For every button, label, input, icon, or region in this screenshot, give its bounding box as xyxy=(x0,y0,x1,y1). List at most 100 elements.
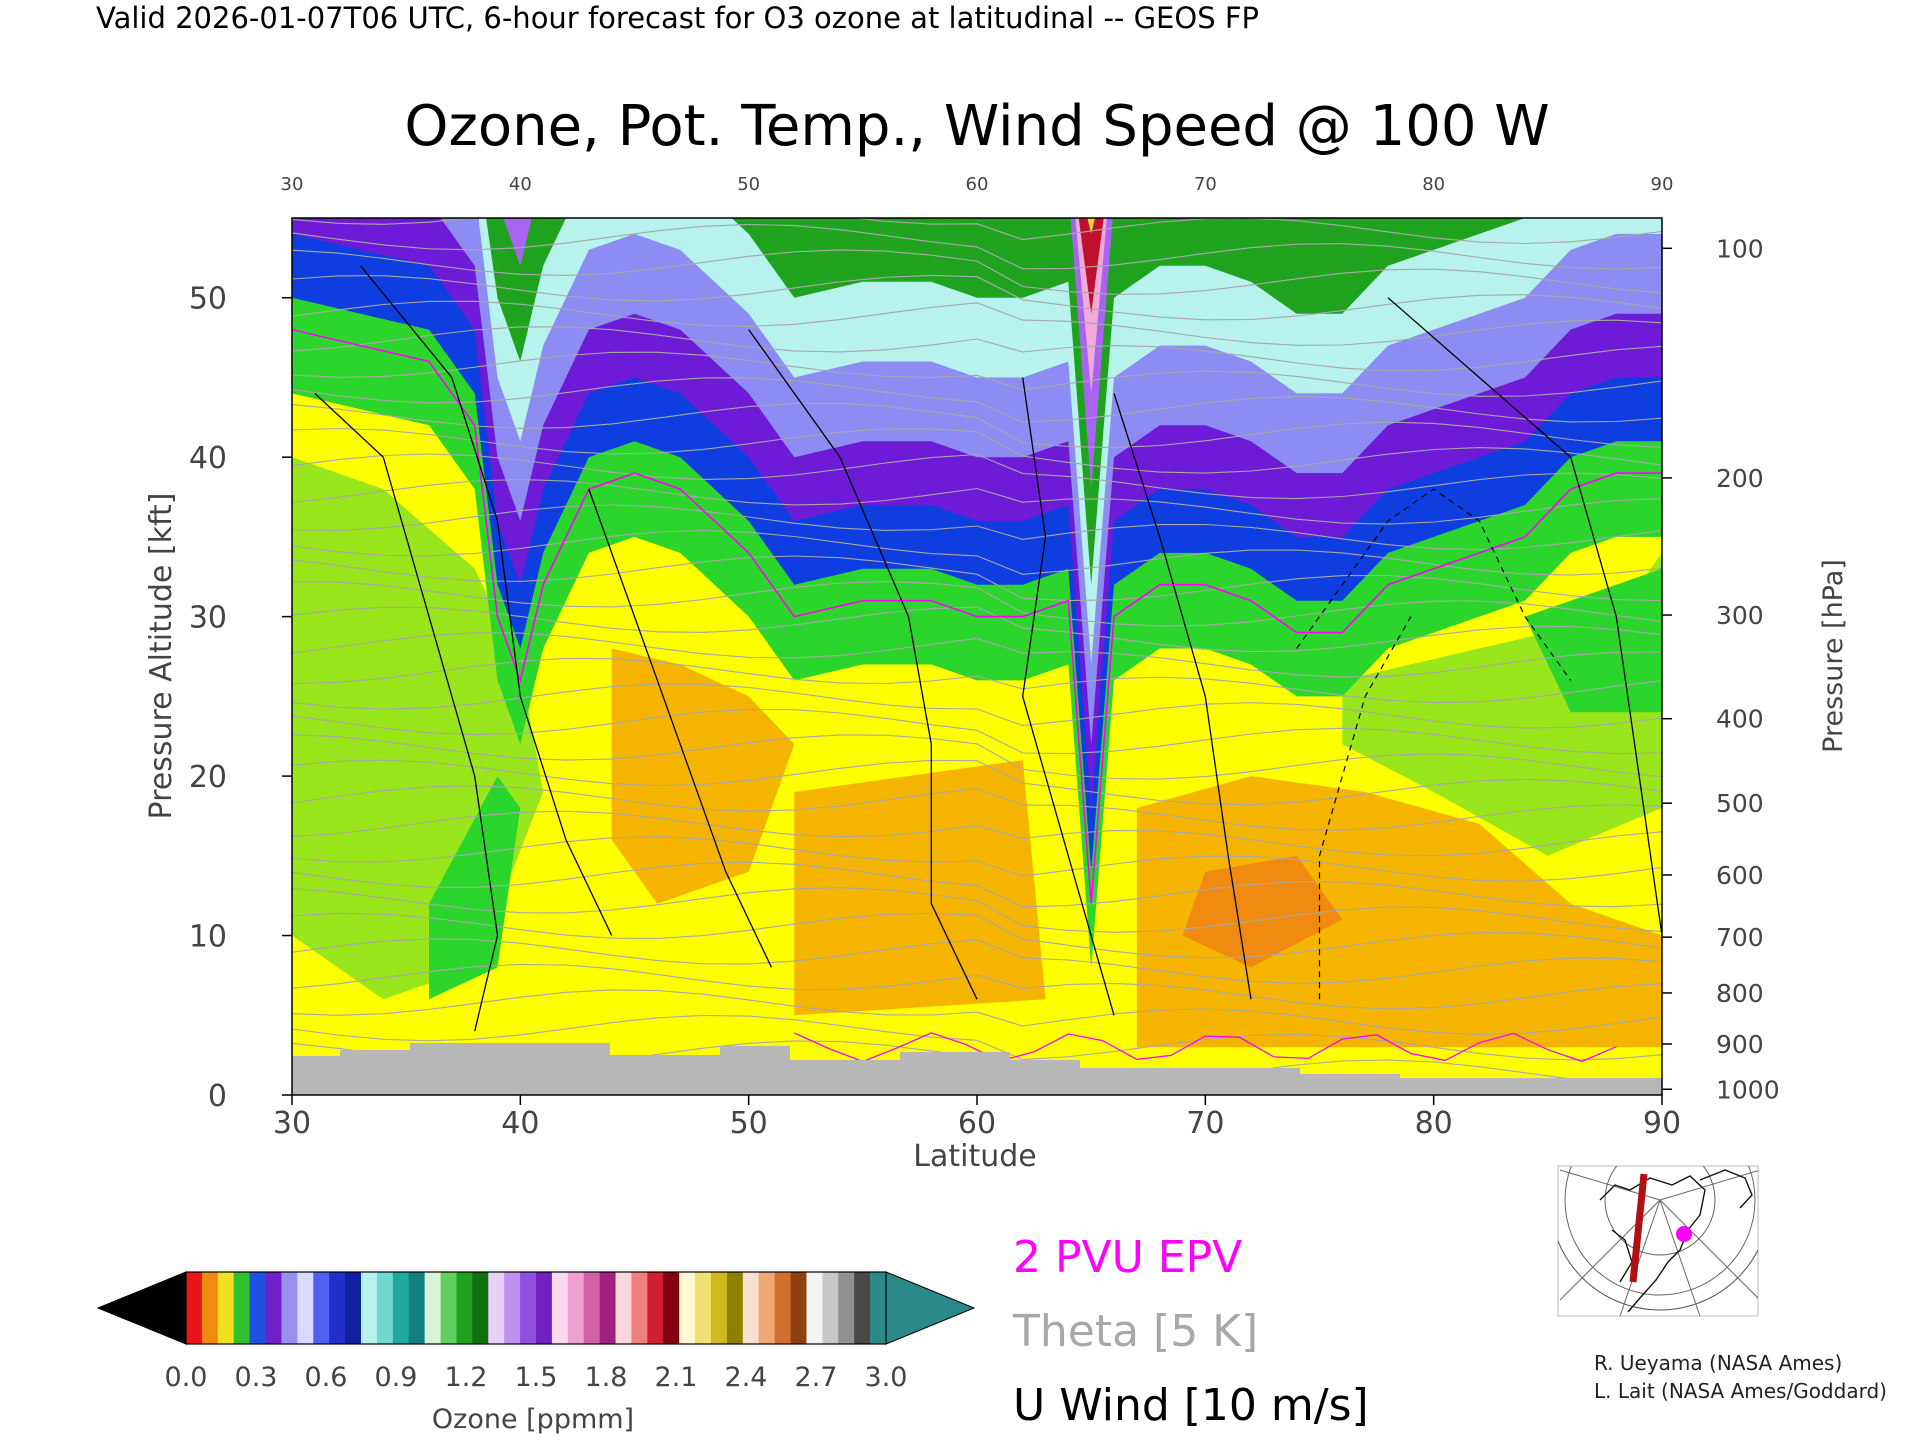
colorbar-swatch-40 xyxy=(822,1272,839,1344)
u-wind-contour-4 xyxy=(1022,377,1115,1016)
colorbar-tick-label-1.2: 1.2 xyxy=(445,1362,488,1393)
ozone-colorbar: 0.0 0.3 0.6 0.9 1.2 1.5 1.8 2.1 2.4 2.7 3.0 xyxy=(96,1271,976,1393)
axes: 30 40 50 60 70 80 9001020304050100200300400500… xyxy=(189,234,1780,1141)
colorbar-label: Ozone [ppmm] xyxy=(432,1404,634,1435)
credit-line-2: L. Lait (NASA Ames/Goddard) xyxy=(1594,1379,1887,1403)
pressure-tick-label-200: 200 xyxy=(1716,464,1764,493)
colorbar-tick-label-0.6: 0.6 xyxy=(305,1362,348,1393)
plot-area xyxy=(291,217,1663,1096)
x-tick-label-40: 40 xyxy=(501,1106,539,1141)
colorbar-swatch-15 xyxy=(424,1272,442,1344)
u-wind-contour-2 xyxy=(588,488,773,968)
locator-map-frame xyxy=(1557,1165,1759,1317)
theta-contour-18 xyxy=(292,606,1662,653)
colorbar-swatch-0 xyxy=(186,1272,203,1344)
pressure-tick-label-700: 700 xyxy=(1716,923,1764,952)
y-tick-label-40: 40 xyxy=(189,441,227,476)
colorbar-swatch-13 xyxy=(392,1272,410,1344)
pressure-axis-label: Pressure [hPa] xyxy=(1818,559,1849,753)
pressure-tick-label-800: 800 xyxy=(1716,979,1764,1008)
colorbar-swatch-3 xyxy=(233,1272,251,1344)
theta-contour-5 xyxy=(292,938,1662,984)
colorbar-swatch-36 xyxy=(758,1272,776,1344)
theta-contour-19 xyxy=(292,581,1662,627)
top-tick-label-80: 80 xyxy=(1422,174,1445,195)
colorbar-swatch-4 xyxy=(249,1272,267,1344)
pressure-tick-label-400: 400 xyxy=(1716,705,1764,734)
x-tick-label-30: 30 xyxy=(273,1106,311,1141)
u-wind-negative-contour-0 xyxy=(1296,488,1572,681)
colorbar-tick-label-3.0: 3.0 xyxy=(865,1362,908,1393)
top-latitude-tick-labels: 30 40 50 60 70 80 90 xyxy=(281,174,1674,195)
top-tick-label-50: 50 xyxy=(737,174,760,195)
theta-contour-11 xyxy=(292,785,1662,831)
colorbar-tick-label-2.4: 2.4 xyxy=(725,1362,768,1393)
ozone-low-band-4 xyxy=(1182,855,1343,968)
legend-epv: 2 PVU EPV xyxy=(1013,1232,1242,1283)
valid-time-header: Valid 2026-01-07T06 UTC, 6-hour forecast… xyxy=(96,1,1259,35)
colorbar-tick-label-1.8: 1.8 xyxy=(585,1362,628,1393)
theta-contour-32 xyxy=(292,249,1662,295)
colorbar-swatch-16 xyxy=(440,1272,458,1344)
colorbar-swatch-20 xyxy=(504,1272,521,1344)
locator-map-circle-outer xyxy=(1558,1239,1758,1311)
colorbar-tick-label-0.3: 0.3 xyxy=(235,1362,278,1393)
theta-contour-9 xyxy=(292,836,1662,882)
epv-low-contour xyxy=(794,1032,1617,1063)
colorbar-swatch-6 xyxy=(281,1272,298,1344)
colorbar-swatch-25 xyxy=(583,1272,601,1344)
colorbar-swatch-31 xyxy=(679,1272,696,1344)
u-wind-contour-6 xyxy=(1387,297,1662,936)
theta-contour-27 xyxy=(292,377,1662,423)
u-wind-contour-0 xyxy=(314,392,499,1032)
colorbar-swatch-18 xyxy=(472,1272,489,1344)
u-wind-negative-contour-1 xyxy=(1318,616,1412,1000)
top-tick-label-90: 90 xyxy=(1651,174,1674,195)
colorbar-swatch-24 xyxy=(567,1272,585,1344)
ozone-band-2.1 xyxy=(1087,218,1095,234)
colorbar-swatch-43 xyxy=(870,1272,887,1344)
chart-title: Ozone, Pot. Temp., Wind Speed @ 100 W xyxy=(404,94,1549,159)
theta-contour-12 xyxy=(292,759,1662,806)
theta-contour-23 xyxy=(292,478,1662,525)
colorbar-swatch-5 xyxy=(265,1272,283,1344)
colorbar-swatch-26 xyxy=(599,1272,617,1344)
colorbar-swatch-10 xyxy=(345,1272,362,1344)
pressure-tick-label-500: 500 xyxy=(1716,789,1764,818)
colorbar-swatch-17 xyxy=(456,1272,473,1344)
colorbar-swatch-33 xyxy=(711,1272,728,1344)
theta-contour-2 xyxy=(292,1014,1662,1061)
pressure-tick-label-600: 600 xyxy=(1716,861,1764,890)
colorbar-swatch-38 xyxy=(790,1272,808,1344)
theta-contour-7 xyxy=(292,887,1662,933)
colorbar-swatch-21 xyxy=(520,1272,537,1344)
colorbar-swatch-12 xyxy=(376,1272,394,1344)
u-wind-contour-1 xyxy=(359,265,613,936)
x-tick-label-70: 70 xyxy=(1186,1106,1224,1141)
theta-contour-4 xyxy=(292,963,1662,1010)
theta-contour-20 xyxy=(292,555,1662,602)
ozone-band-0.6 xyxy=(478,218,1662,665)
y-axis-label: Pressure Altitude [kft] xyxy=(144,493,179,820)
colorbar-tick-label-1.5: 1.5 xyxy=(515,1362,558,1393)
ozone-low-band-2 xyxy=(1136,776,1662,1048)
colorbar-swatch-34 xyxy=(726,1272,744,1344)
theta-contour-31 xyxy=(292,274,1662,321)
x-tick-label-90: 90 xyxy=(1643,1106,1681,1141)
u-wind-contour-3 xyxy=(748,329,978,1000)
colorbar-swatch-19 xyxy=(488,1272,505,1344)
locator-map-section-line xyxy=(1629,1173,1648,1283)
colorbar-swatch-2 xyxy=(217,1272,235,1344)
legend-u-wind: U Wind [10 m/s] xyxy=(1013,1380,1369,1431)
colorbar-swatch-32 xyxy=(695,1272,712,1344)
colorbar-swatch-11 xyxy=(361,1272,378,1344)
locator-map xyxy=(1557,1165,1759,1317)
theta-contour-6 xyxy=(292,912,1662,959)
locator-map-coastline xyxy=(1599,1169,1753,1313)
epv-2pvu-contour xyxy=(292,328,1662,904)
ozone-low-band-8 xyxy=(1525,568,1662,713)
colorbar-swatch-29 xyxy=(647,1272,664,1344)
colorbar-swatch-41 xyxy=(838,1272,855,1344)
theta-contour-16 xyxy=(292,657,1662,704)
pressure-tick-label-300: 300 xyxy=(1716,601,1764,630)
